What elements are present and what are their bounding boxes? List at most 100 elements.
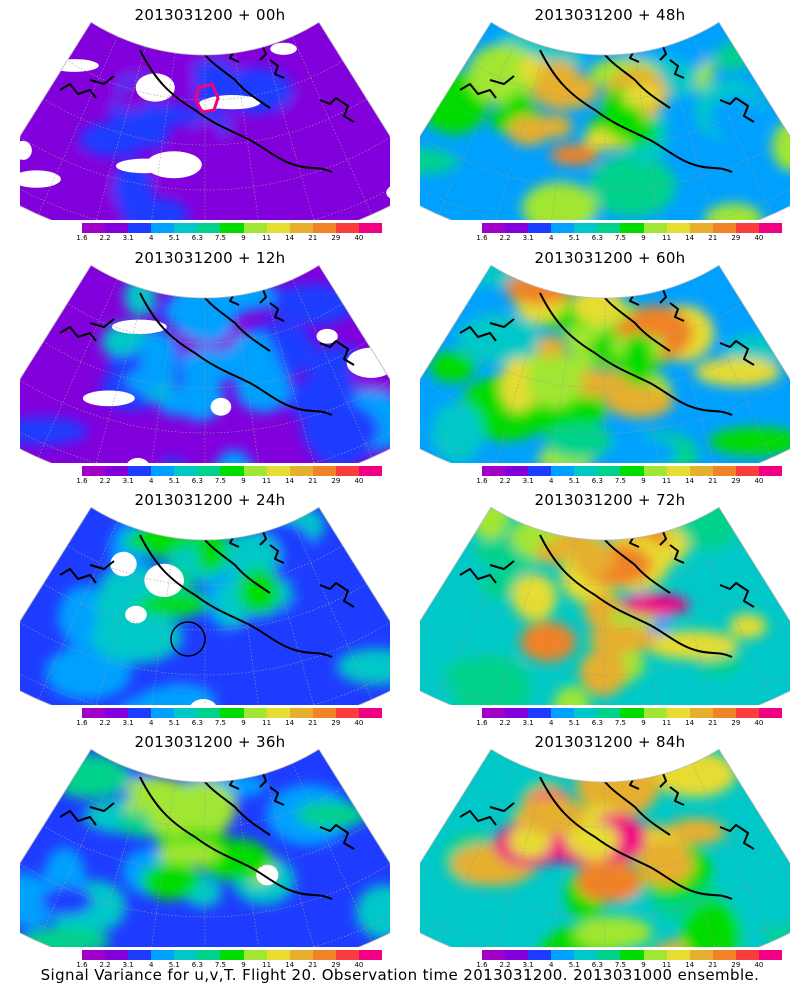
colorbar-level-label: 14 [285,961,295,969]
colorbar-swatch [358,950,383,960]
colorbar-swatch [312,223,336,233]
colorbar-swatch [358,708,383,718]
colorbar-level-label: 5.1 [568,719,580,727]
colorbar-level-label: 2.2 [499,234,511,242]
colorbar-level-label: 14 [685,477,695,485]
colorbar-swatch [712,223,736,233]
colorbar-swatch [528,466,552,476]
colorbar-level-label: 1.6 [476,719,488,727]
observation-region-marker [194,82,220,114]
colorbar-level-label: 21 [708,477,718,485]
colorbar-swatch [758,950,783,960]
colorbar-swatch [220,223,244,233]
colorbar-swatch [689,708,713,718]
colorbar-swatch [551,466,575,476]
colorbar-swatch [105,708,129,718]
colorbar-level-label: 11 [262,719,272,727]
map-panel: 2013031200 + 24h 1.6 2.2 3.1 4 5.1 6.3 7.5 9 11 14… [20,485,400,727]
variance-map [420,506,790,705]
colorbar-level-label: 40 [354,719,364,727]
colorbar-swatch [551,223,575,233]
colorbar-level-label: 1.6 [476,961,488,969]
colorbar-level-label: 9 [641,961,646,969]
colorbar-swatch [620,223,644,233]
colorbar-swatch [712,950,736,960]
colorbar-swatch [151,466,175,476]
colorbar-swatch [528,708,552,718]
colorbar-swatch [712,466,736,476]
colorbar-level-label: 14 [685,961,695,969]
colorbar-level-label: 5.1 [168,477,180,485]
colorbar-swatch [482,466,506,476]
colorbar-level-label: 3.1 [522,234,534,242]
colorbar-level-label: 3.1 [522,477,534,485]
colorbar-level-label: 40 [754,477,764,485]
colorbar-level-label: 11 [262,477,272,485]
colorbar-swatch [666,708,690,718]
colorbar-level-label: 29 [731,961,741,969]
colorbar-level-label: 21 [308,719,318,727]
colorbar: 1.6 2.2 3.1 4 5.1 6.3 7.5 9 11 14 21 29 40 [76,708,383,734]
colorbar-swatch [551,950,575,960]
colorbar: 1.6 2.2 3.1 4 5.1 6.3 7.5 9 11 14 21 29 40 [476,950,783,976]
colorbar-swatch [505,950,529,960]
colorbar-level-label: 21 [308,961,318,969]
colorbar-level-label: 6.3 [191,234,203,242]
panel-title: 2013031200 + 00h [134,6,286,24]
variance-map [420,748,790,947]
colorbar-level-label: 3.1 [122,477,134,485]
colorbar-level-label: 2.2 [499,477,511,485]
colorbar: 1.6 2.2 3.1 4 5.1 6.3 7.5 9 11 14 21 29 40 [76,466,383,492]
colorbar-swatch [735,708,759,718]
colorbar-swatch [105,466,129,476]
colorbar-level-label: 21 [708,961,718,969]
colorbar-swatch [105,950,129,960]
colorbar-level-label: 3.1 [122,234,134,242]
colorbar-level-label: 29 [331,234,341,242]
colorbar-swatch [358,466,383,476]
map-panel: 2013031200 + 36h 1.6 2.2 3.1 4 5.1 6.3 7.5 9 11 14… [20,727,400,969]
panel-title: 2013031200 + 36h [134,733,286,751]
colorbar-level-label: 1.6 [76,719,88,727]
colorbar-swatch [689,466,713,476]
colorbar-swatch [174,466,198,476]
colorbar-swatch [197,223,221,233]
colorbar-level-label: 3.1 [122,961,134,969]
colorbar-swatch [82,466,106,476]
colorbar-level-label: 11 [662,477,672,485]
colorbar-level-label: 5.1 [168,719,180,727]
colorbar-swatch [174,950,198,960]
colorbar-level-label: 29 [331,719,341,727]
colorbar-swatch [505,466,529,476]
colorbar-swatch [482,950,506,960]
colorbar-swatch [220,708,244,718]
colorbar-level-label: 9 [241,477,246,485]
colorbar-swatch [666,950,690,960]
colorbar-level-label: 2.2 [99,477,111,485]
colorbar-swatch [220,466,244,476]
colorbar-swatch [574,950,598,960]
colorbar-swatch [482,708,506,718]
colorbar-level-label: 6.3 [591,719,603,727]
colorbar-swatch [289,466,313,476]
colorbar-swatch [243,708,267,718]
colorbar-swatch [128,708,152,718]
colorbar-swatch [597,223,621,233]
colorbar-swatch [151,950,175,960]
colorbar: 1.6 2.2 3.1 4 5.1 6.3 7.5 9 11 14 21 29 40 [76,223,383,249]
colorbar-level-label: 2.2 [99,234,111,242]
colorbar-swatch [335,708,359,718]
colorbar-level-label: 6.3 [191,477,203,485]
colorbar-level-label: 9 [241,234,246,242]
colorbar-level-label: 6.3 [591,477,603,485]
colorbar-swatch [174,223,198,233]
colorbar-swatch [197,950,221,960]
colorbar-swatch [174,708,198,718]
colorbar-level-label: 14 [285,234,295,242]
colorbar-swatch [289,223,313,233]
colorbar-level-label: 40 [354,961,364,969]
colorbar-level-label: 7.5 [214,477,227,485]
colorbar-swatch [551,708,575,718]
colorbar-swatch [758,466,783,476]
